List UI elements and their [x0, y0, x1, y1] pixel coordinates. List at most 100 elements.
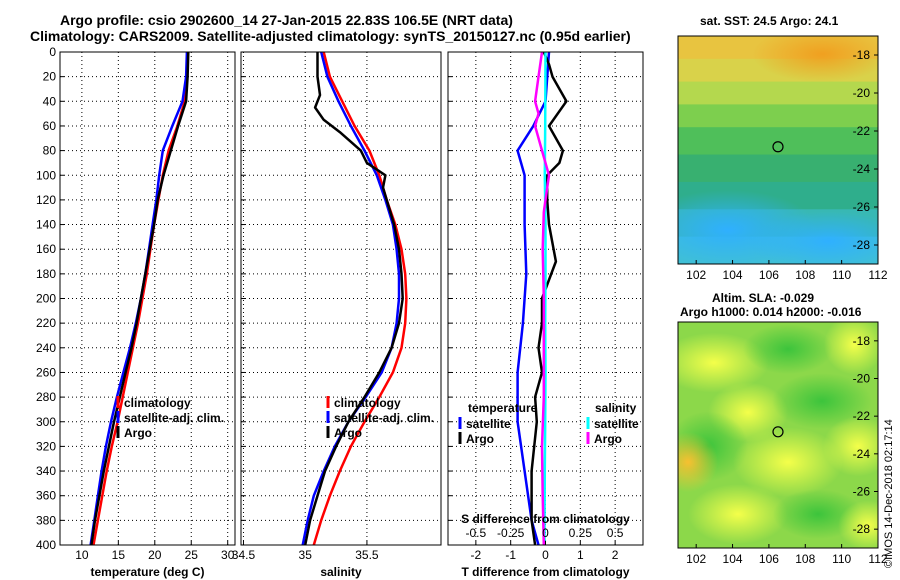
y-tick-label: 40 [43, 94, 57, 108]
sst-band [678, 104, 878, 129]
map-frame [677, 321, 879, 549]
sla-anomaly-patch [733, 427, 843, 498]
map-frame [677, 35, 879, 265]
figure-title-line-2: Climatology: CARS2009. Satellite-adjuste… [30, 28, 631, 44]
y-tick-label: 300 [36, 415, 56, 429]
legend-label: satellite [594, 417, 639, 431]
sst-map-title: sat. SST: 24.5 Argo: 24.1 [700, 14, 839, 28]
x-tick-label: 2 [612, 548, 619, 562]
panel-salinity: 34.5 35 35.5 salinity climatologysatellite-a… [232, 51, 442, 579]
series-line-salinity-argo [533, 51, 551, 546]
x2-axis-label: S difference from climatology [461, 512, 630, 526]
sla-anomaly-patch [824, 322, 878, 375]
sla-anomaly-patch [823, 416, 878, 477]
y-tick-label: 120 [36, 193, 56, 207]
x-tick-label: 104 [723, 268, 743, 282]
y-tick-label: -20 [853, 372, 871, 386]
y-tick-label: 260 [36, 365, 56, 379]
x-tick-label: 15 [112, 548, 126, 562]
x-tick-label: 106 [759, 268, 779, 282]
y-tick-label: 80 [43, 144, 57, 158]
x2-tick-label: 0 [542, 526, 549, 540]
x-tick-label: 34.5 [232, 548, 256, 562]
x2-tick-label: -0.25 [497, 526, 525, 540]
sla-anomaly-patch [772, 373, 872, 430]
y-tick-label: 380 [36, 513, 56, 527]
y-tick-label: 200 [36, 292, 56, 306]
x-tick-label: 112 [868, 552, 887, 566]
y-tick-label: 220 [36, 316, 56, 330]
map-field [678, 322, 878, 548]
sst-warm-patch [752, 36, 878, 83]
x-tick-label: 104 [723, 552, 743, 566]
legend-label: satellite-adj. clim. [124, 411, 224, 425]
y-tick-label: -24 [853, 162, 871, 176]
x-tick-label: 110 [832, 552, 851, 566]
x-tick-label: 25 [185, 548, 199, 562]
sst-band [678, 154, 878, 183]
sla-anomaly-patch [688, 484, 788, 545]
panel-difference: -2 -1 0 1 2 T difference from climatology -0.5… [447, 51, 644, 579]
series-line-temperature-argo [530, 51, 568, 546]
x-tick-label: 112 [868, 268, 887, 282]
y-tick-label: 100 [36, 168, 56, 182]
legend-label: satellite-adj. clim. [334, 411, 434, 425]
x-tick-label: 30 [221, 548, 235, 562]
x-tick-label: 1 [577, 548, 584, 562]
x-tick-label: 10 [75, 548, 89, 562]
y-tick-label: -18 [853, 48, 871, 62]
sla-anomaly-patch [838, 500, 878, 548]
sla-map-title-line-1: Altim. SLA: -0.029 [712, 291, 815, 305]
y-tick-label: 320 [36, 439, 56, 453]
y-tick-label: 140 [36, 218, 56, 232]
series-line-argo [303, 52, 404, 546]
series-line-climatology [312, 51, 408, 546]
y-tick-label: -28 [853, 522, 871, 536]
legend-label: climatology [124, 396, 191, 410]
x-tick-label: -1 [505, 548, 516, 562]
x-tick-label: 20 [148, 548, 162, 562]
y-tick-label: -26 [853, 200, 871, 214]
y-tick-label: -22 [853, 409, 871, 423]
x-tick-label: 35 [299, 548, 313, 562]
y-tick-label: -24 [853, 447, 871, 461]
x-axis-label: T difference from climatology [461, 565, 629, 579]
x2-tick-label: -0.5 [466, 526, 487, 540]
sst-band [678, 81, 878, 106]
y-tick-label: 240 [36, 341, 56, 355]
panel-sst-map: 102 104 106 108 110 112 -18 -20 -22 -24 -26 -28 [677, 35, 888, 282]
x-tick-label: 108 [795, 552, 815, 566]
legend-label: Argo [594, 432, 622, 446]
argo-location-marker [772, 426, 784, 438]
y-tick-label: 180 [36, 267, 56, 281]
y-tick-label: -26 [853, 485, 871, 499]
y-tick-label: -18 [853, 334, 871, 348]
map-field [678, 36, 878, 264]
x-tick-label: 106 [759, 552, 779, 566]
series-line-temperature-satellite [516, 51, 551, 546]
x-tick-label: 102 [686, 552, 706, 566]
series-line-argo [90, 51, 190, 546]
argo-location-marker [772, 141, 784, 153]
sla-map-title-line-2: Argo h1000: 0.014 h2000: -0.016 [680, 305, 862, 319]
panel-sla-map: 102 104 106 108 110 112 -18 -20 -22 -24 -26 -28 [677, 321, 888, 566]
legend-label: Argo [124, 426, 152, 440]
x2-tick-label: 0.5 [607, 526, 624, 540]
sla-anomaly-patch [678, 432, 718, 493]
y-tick-label: -28 [853, 238, 871, 252]
sst-cool-patch [748, 211, 878, 264]
legend-title-salinity: salinity [595, 401, 637, 415]
series-line-salinity-satellite [543, 51, 547, 546]
legend-title-temperature: temperature [468, 401, 538, 415]
panel-temperature: 0 20 40 60 80 100 120 140 160 180 200 220 240 260 280 3… [36, 45, 236, 579]
y-tick-label: 360 [36, 489, 56, 503]
x-tick-label: 108 [795, 268, 815, 282]
legend-label: climatology [334, 396, 401, 410]
y-tick-label: -20 [853, 86, 871, 100]
y-tick-label: 60 [43, 119, 57, 133]
x-tick-label: 0 [542, 548, 549, 562]
x2-tick-label: 0.25 [569, 526, 593, 540]
legend-label: Argo [334, 426, 362, 440]
y-tick-label: 0 [49, 45, 56, 59]
